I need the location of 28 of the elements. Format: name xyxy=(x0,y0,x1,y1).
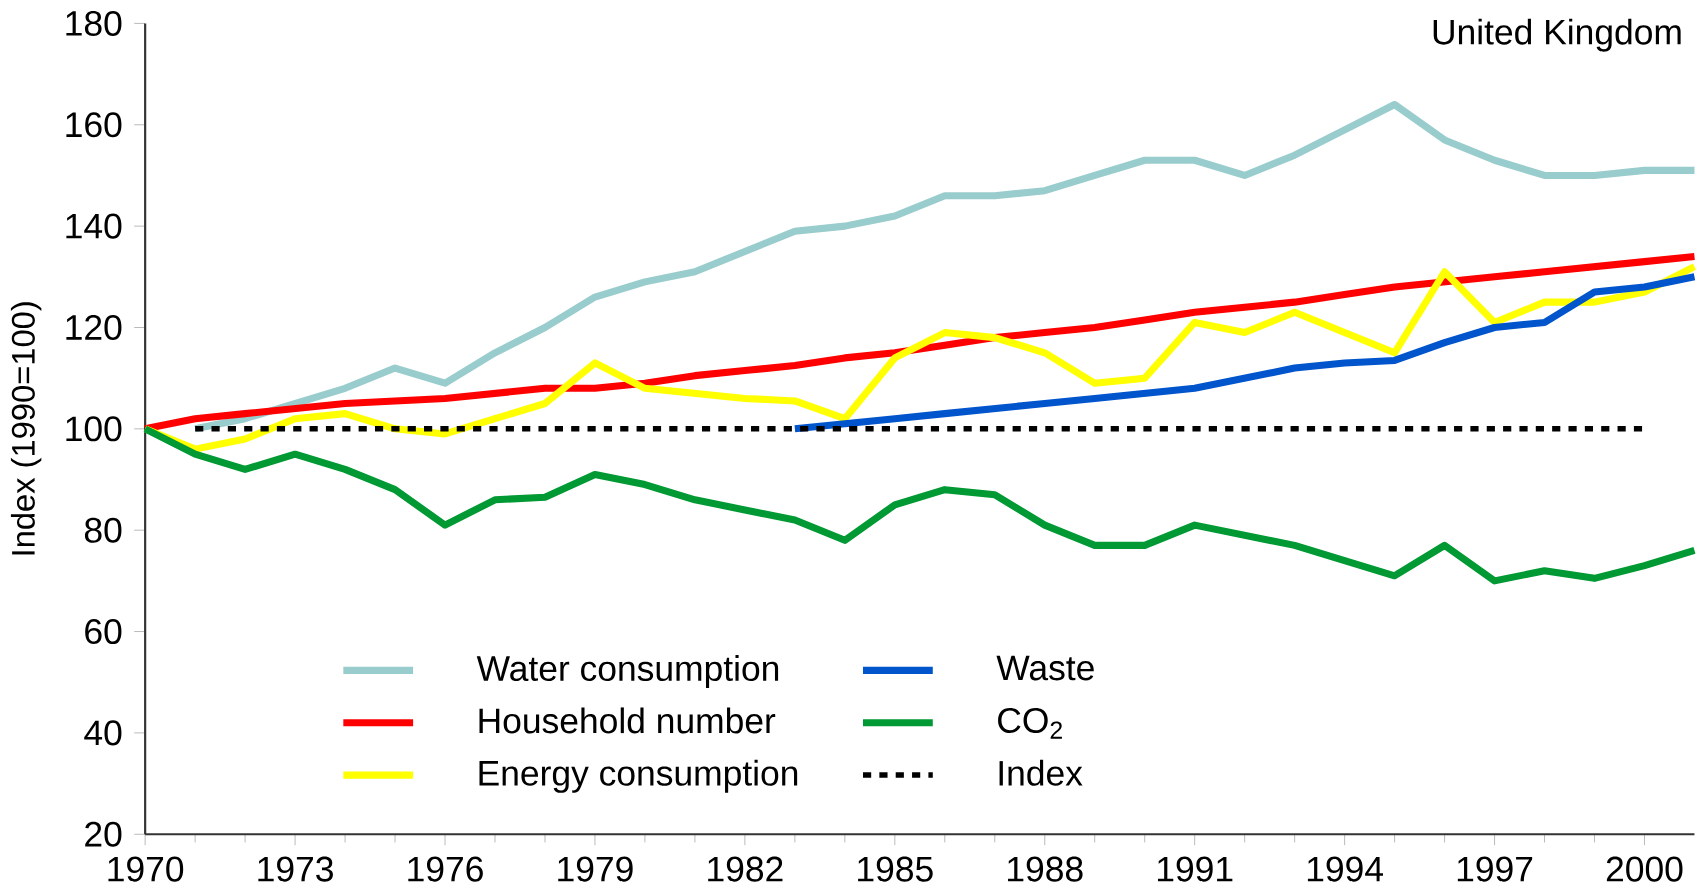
legend-label: CO$_{2}$ xyxy=(998,708,1062,739)
x-tick-label: 1982 xyxy=(708,856,783,882)
legend-label: Waste xyxy=(996,655,1094,681)
y-tick-label: 140 xyxy=(66,213,122,239)
y-tick-label: 180 xyxy=(66,11,122,37)
x-tick-label: 1997 xyxy=(1457,856,1533,882)
y-tick-label: 80 xyxy=(84,517,122,543)
x-tick-label: 1973 xyxy=(258,856,333,882)
y-tick-label: 100 xyxy=(66,416,122,442)
x-tick-label: 1976 xyxy=(408,856,483,882)
x-tick-label: 1988 xyxy=(1008,856,1083,882)
x-tick-label: 1985 xyxy=(858,856,933,882)
legend-label: Energy consumption xyxy=(479,760,798,794)
legend-label: Household number xyxy=(479,707,776,734)
legend-label: Water consumption xyxy=(476,655,779,689)
y-tick-label: 60 xyxy=(85,619,122,645)
annotation: United Kingdom xyxy=(1433,18,1681,52)
x-tick-label: 1979 xyxy=(558,856,633,882)
legend-label: Index xyxy=(999,760,1083,787)
y-tick-label: 120 xyxy=(66,315,122,341)
y-tick-label: 20 xyxy=(85,821,122,847)
x-tick-label: 1991 xyxy=(1157,856,1233,882)
x-tick-label: 1994 xyxy=(1307,856,1383,882)
x-tick-label: 2000 xyxy=(1606,856,1683,882)
x-tick-label: 1970 xyxy=(108,856,184,882)
y-tick-label: 160 xyxy=(66,112,122,138)
y-tick-label: 40 xyxy=(84,720,122,746)
y-axis-title: Index (1990=100) xyxy=(10,302,42,555)
